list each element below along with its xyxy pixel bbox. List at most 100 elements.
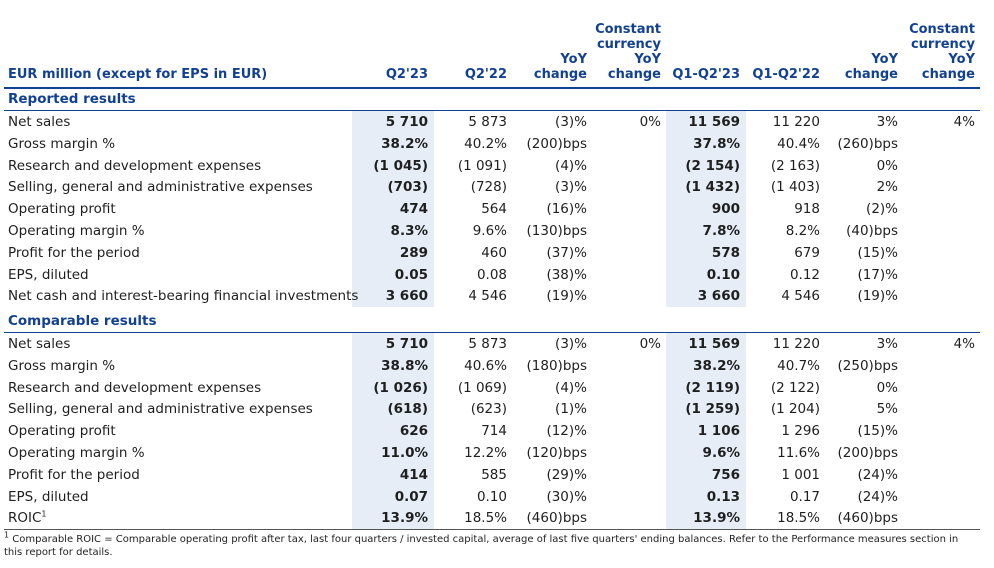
row-label: Selling, general and administrative expe… [8,401,313,418]
row-label: Selling, general and administrative expe… [8,179,313,196]
cell: (703) [387,179,428,196]
cell: 0.05 [394,266,428,283]
row-label: Operating profit [8,423,116,440]
column-header: Constant [909,22,975,37]
cell: 460 [481,244,507,261]
column-header: change [533,67,587,82]
cell: 679 [794,244,820,261]
cell: (38)% [546,266,587,283]
cell: (29)% [546,466,587,483]
cell: (37)% [546,244,587,261]
row-label: Net sales [8,114,71,130]
cell: 2% [876,179,898,196]
cell: 18.5% [777,510,820,527]
cell: (17)% [857,266,898,283]
cell: (1 069) [457,379,507,396]
cell: 900 [711,201,740,218]
cell: 4% [953,336,975,352]
cell: 0% [639,114,661,130]
cell: (19)% [857,288,898,305]
cell: (618) [387,401,428,418]
cell: (19)% [546,288,587,305]
column-header: YoY [948,52,975,67]
cell: 0.12 [789,266,820,283]
row-label: Operating profit [8,201,116,218]
cell: 918 [794,201,820,218]
cell: 40.2% [464,135,507,152]
column-header: currency [910,37,975,52]
cell: 9.6% [702,445,740,461]
section-title: Reported results [8,91,136,107]
cell: 474 [399,201,428,218]
cell: (4)% [555,379,587,396]
row-label: Gross margin % [8,357,116,374]
cell: (1 204) [770,401,820,418]
column-header: change [607,67,661,82]
cell: 3% [876,336,898,352]
cell: (2 122) [770,379,820,396]
cell: 40.4% [777,135,820,152]
cell: (15)% [857,423,898,440]
cell: 38.2% [381,135,428,152]
cell: (3)% [555,179,587,196]
cell: 11.6% [777,445,820,461]
cell: 40.6% [464,357,507,374]
row-label: Gross margin % [8,135,116,152]
cell: 13.9% [693,510,740,527]
cell: (12)% [546,423,587,440]
cell: 0.10 [706,266,740,283]
row-label: ROIC1 [8,509,47,527]
footnote-text: Comparable ROIC = Comparable operating p… [4,534,959,558]
cell: 585 [481,466,507,483]
column-header: currency [596,37,661,52]
cell: 714 [481,423,507,440]
column-header: Q2'22 [464,67,507,82]
cell: (460)bps [837,510,898,527]
cell: 8.3% [390,223,428,239]
row-label: Operating margin % [8,223,145,239]
footnote: 1 Comparable ROIC = Comparable operating… [4,530,979,559]
section-rule [4,110,980,111]
footnote-mark: 1 [41,509,47,519]
cell: 11 220 [772,336,820,352]
cell: (200)bps [526,135,587,152]
cell: 626 [399,423,428,440]
cell: (1 026) [373,379,428,396]
cell: (2 154) [685,157,740,174]
cell: 1 296 [781,423,820,440]
cell: (728) [470,179,507,196]
cell: 4% [953,114,975,130]
cell: 11 569 [688,336,740,352]
cell: 0% [876,157,898,174]
row-label: Research and development expenses [8,379,262,396]
row-label: EPS, diluted [8,488,89,505]
cell: 37.8% [693,135,740,152]
cell: 414 [399,466,428,483]
column-highlight [666,333,746,530]
row-label: Profit for the period [8,244,140,261]
cell: 0.07 [394,488,428,505]
cell: 0.08 [476,266,507,283]
cell: (1 091) [457,157,507,174]
column-header: Q1-Q2'23 [672,67,740,82]
cell: 11.0% [381,445,428,461]
cell: 11 220 [772,114,820,130]
column-header: Q2'23 [385,67,428,82]
column-header: Constant [595,22,661,37]
cell: 8.2% [785,223,820,239]
row-label: Net cash and interest-bearing financial … [8,288,359,305]
cell: 0% [876,379,898,396]
cell: (1 045) [373,157,428,174]
cell: 5 873 [468,114,507,130]
cell: (3)% [555,114,587,130]
cell: (120)bps [526,445,587,461]
cell: (1)% [555,401,587,418]
column-highlight [352,111,434,308]
cell: 756 [711,466,740,483]
cell: 3 660 [385,288,428,305]
row-label: Net sales [8,336,71,352]
row-label: Operating margin % [8,445,145,461]
footnote-mark: 1 [4,530,10,540]
column-header: YoY [871,52,898,67]
cell: (623) [470,401,507,418]
